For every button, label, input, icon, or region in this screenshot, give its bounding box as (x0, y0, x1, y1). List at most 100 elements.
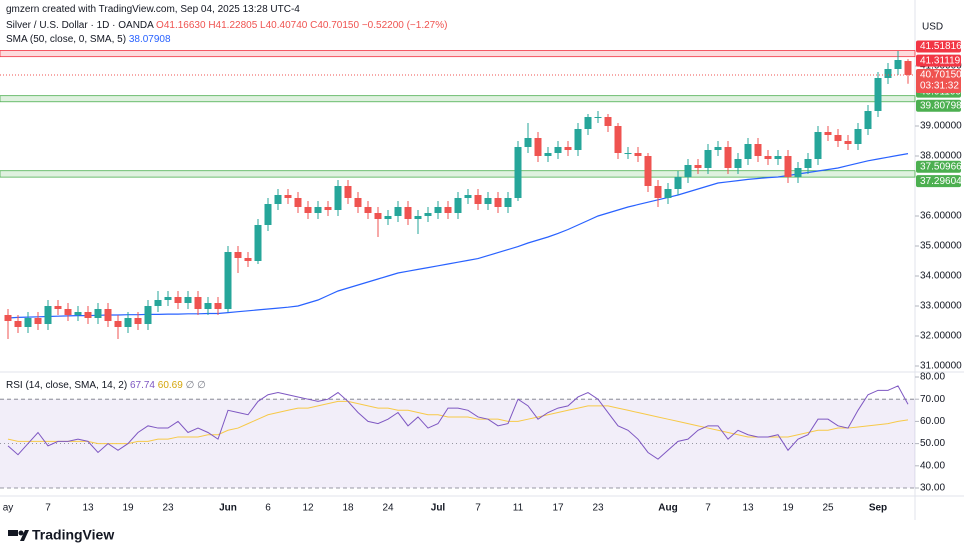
legend: Silver / U.S. Dollar · 1D · OANDA O41.16… (6, 20, 447, 31)
zone-price-label: 41.51816 (920, 41, 962, 52)
candle-body (344, 186, 352, 198)
candle-body (144, 306, 152, 324)
candle-body (394, 207, 402, 216)
candle-body (84, 312, 92, 318)
candle-body (284, 195, 292, 198)
zone-price-label: 37.50966 (920, 161, 962, 172)
candle-body (134, 318, 142, 324)
zone-price-tag (916, 40, 961, 53)
candle-body (854, 129, 862, 144)
candle-body (774, 156, 782, 159)
candle-body (104, 309, 112, 321)
y-tick-label: 36.00000 (920, 211, 962, 222)
candle-body (354, 198, 362, 207)
candle-body (624, 153, 632, 154)
sma-name: SMA (50, close, 0, SMA, 5) (6, 34, 127, 45)
candle-body (474, 195, 482, 204)
high-label: H41.22805 (208, 20, 258, 31)
candle-body (574, 129, 582, 150)
candle-body (694, 165, 702, 168)
candle-body (184, 297, 192, 303)
logo-text: TradingView (32, 527, 114, 543)
x-tick-label: 17 (552, 503, 564, 514)
candle-body (544, 153, 552, 156)
rsi-line (7, 385, 909, 460)
candle-body (64, 309, 72, 315)
rsi-ma-value: 60.69 (157, 380, 183, 391)
candle-body (94, 309, 102, 318)
candle-body (844, 141, 852, 144)
zone-price-tag (916, 54, 961, 67)
x-tick-label: 13 (742, 503, 754, 514)
rsi-name: RSI (14, close, SMA, 14, 2) (6, 380, 128, 391)
x-tick-label: 18 (342, 503, 354, 514)
candle-body (744, 144, 752, 159)
candle-body (34, 318, 42, 324)
open-label: O41.16630 (156, 20, 206, 31)
candle-body (374, 213, 382, 219)
candle-body (604, 117, 612, 126)
candle-body (834, 135, 842, 141)
candle-body (334, 186, 342, 210)
candle-body (714, 147, 722, 150)
candle-body (794, 168, 802, 177)
rsi-tick-label: 60.00 (920, 416, 945, 427)
x-tick-label: 7 (45, 503, 51, 514)
low-label: L40.40740 (260, 20, 308, 31)
x-tick-label: 13 (82, 503, 94, 514)
zone-price-tag (916, 160, 961, 173)
candle-body (214, 303, 222, 309)
candle-body (234, 252, 242, 258)
y-tick-label: 34.00000 (920, 271, 962, 282)
zone (0, 170, 916, 178)
candle-body (294, 198, 302, 207)
candle-body (424, 213, 432, 216)
candle-body (734, 159, 742, 168)
rsi-extra: ∅ ∅ (185, 380, 206, 391)
candle-body (454, 198, 462, 213)
candle-body (414, 216, 422, 219)
candle-body (304, 207, 312, 213)
zone-price-label: 41.31119 (920, 55, 961, 66)
x-tick-label: 7 (475, 503, 481, 514)
x-tick-label: Sep (869, 503, 887, 514)
x-tick-label: 6 (265, 503, 271, 514)
rsi-tick-label: 70.00 (920, 394, 945, 405)
x-tick-label: 25 (822, 503, 834, 514)
rsi-legend: RSI (14, close, SMA, 14, 2) 67.74 60.69 … (6, 380, 206, 391)
candle-body (264, 204, 272, 225)
candle-body (364, 207, 372, 213)
candle-body (224, 252, 232, 309)
candle-body (754, 144, 762, 156)
logo-icon (8, 530, 18, 536)
candle-body (644, 156, 652, 186)
candle-body (154, 300, 162, 306)
rsi-tick-label: 30.00 (920, 483, 945, 494)
candle-body (764, 156, 772, 159)
last-price-label: 40.70150 (920, 70, 962, 81)
x-tick-label: 7 (705, 503, 711, 514)
candle-body (314, 207, 322, 213)
sma-legend: SMA (50, close, 0, SMA, 5) 38.07908 (6, 34, 171, 45)
y-tick-label: 32.00000 (920, 331, 962, 342)
y-tick-label: 39.00000 (920, 121, 962, 132)
candle-body (274, 195, 282, 204)
candle-body (254, 225, 262, 261)
candle-body (894, 60, 902, 69)
candle-body (244, 258, 252, 261)
candle-body (784, 156, 792, 177)
last-price-tag (916, 68, 961, 93)
zone (0, 95, 916, 103)
candle-body (484, 198, 492, 204)
zone-price-tag (916, 175, 961, 188)
x-tick-label: 23 (162, 503, 174, 514)
candle-body (534, 138, 542, 156)
x-tick-label: 24 (382, 503, 394, 514)
rsi-tick-label: 50.00 (920, 438, 945, 449)
candle-body (634, 153, 642, 156)
candle-body (864, 111, 872, 129)
logo: TradingView (8, 527, 114, 543)
candle-body (524, 138, 532, 147)
x-tick-label: 11 (513, 503, 524, 514)
